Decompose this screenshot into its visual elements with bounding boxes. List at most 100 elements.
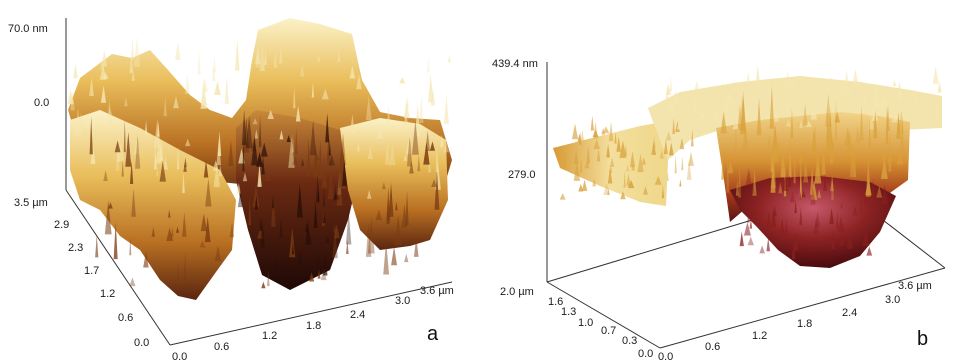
surface-spike	[382, 182, 386, 190]
surface-spike	[669, 75, 673, 92]
surface-spike	[133, 140, 140, 155]
surface-spike	[571, 123, 579, 140]
surface-spike	[686, 159, 692, 180]
surface-spike	[151, 226, 156, 237]
z-axis-mid-label: 0.0	[34, 97, 49, 109]
surface-spike	[593, 139, 600, 149]
surface-spike	[328, 154, 335, 166]
surface-spike	[679, 137, 685, 150]
surface-spike	[692, 94, 697, 111]
surface-spike	[798, 149, 804, 163]
surface-spike	[349, 65, 356, 79]
surface-spike	[205, 178, 212, 207]
surface-spike	[252, 118, 258, 125]
surface-spike	[766, 237, 771, 252]
surface-spike	[317, 269, 321, 279]
surface-spike	[322, 260, 329, 269]
surface-spike	[391, 246, 398, 266]
surface-spike	[204, 216, 211, 243]
surface-spike	[229, 222, 235, 238]
surface-spike	[651, 141, 657, 155]
surface-spike	[756, 98, 762, 136]
surface-spike	[403, 99, 410, 119]
surface-spike	[367, 145, 373, 160]
surface-spike	[434, 171, 440, 210]
surface-spike	[801, 190, 806, 198]
surface-spike	[580, 129, 584, 141]
surface-spike	[256, 152, 263, 167]
surface-spike	[817, 189, 822, 198]
surface-spike	[829, 208, 834, 225]
surface-spike	[810, 186, 816, 205]
y-tick-label: 1.6	[548, 296, 563, 308]
surface-left-block	[70, 110, 236, 300]
surface-spike	[860, 200, 863, 213]
surface-spike	[860, 91, 864, 102]
surface-spike	[785, 219, 788, 233]
surface-spike	[810, 96, 816, 105]
surface-spike	[581, 179, 588, 191]
x-tick-label: 3.6 µm	[898, 280, 932, 292]
surface-spike	[176, 263, 180, 285]
surface-spike	[203, 160, 209, 178]
surface-spike	[89, 116, 93, 155]
surface-spike	[896, 81, 903, 99]
surface-spike	[405, 95, 410, 109]
surface-spike	[273, 49, 277, 68]
surface-spike	[864, 194, 868, 204]
surface-spike	[892, 79, 897, 86]
surface-spike	[880, 156, 888, 179]
surface-spike	[403, 113, 409, 126]
surface-spike	[866, 246, 873, 256]
surface-spike	[563, 153, 566, 168]
surface-spike	[590, 115, 594, 131]
surface-spike	[885, 106, 889, 145]
surface-spike	[559, 193, 566, 200]
surface-spike	[688, 151, 694, 166]
surface-spike	[748, 84, 751, 96]
surface-spike	[747, 236, 754, 246]
surface-spike	[129, 51, 134, 74]
surface-spike	[672, 89, 679, 106]
surface-spike	[237, 190, 243, 208]
surface-spike	[789, 81, 796, 89]
surface-spike	[417, 155, 421, 172]
surface-spike	[747, 215, 750, 223]
x-tick-label: 1.2	[752, 330, 767, 342]
surface-spike	[259, 42, 265, 71]
y-tick-label: 1.7	[84, 265, 99, 277]
z-axis-mid-label: 279.0	[508, 169, 536, 181]
surface-spike	[264, 171, 271, 182]
surface-spike	[224, 76, 229, 104]
surface-pit	[730, 176, 896, 268]
surface-spike	[774, 107, 779, 122]
surface-spike	[767, 135, 771, 147]
surface-spike	[573, 162, 581, 181]
surface-spike	[790, 108, 794, 139]
surface-spike	[321, 154, 328, 189]
surface-spike	[573, 148, 579, 165]
surface-spike	[681, 156, 684, 171]
surface-spike	[291, 242, 295, 255]
surface-spike	[785, 78, 789, 87]
surface-spike	[814, 211, 821, 228]
surface-spike	[143, 251, 149, 268]
surface-texture	[67, 36, 452, 289]
surface-spike	[228, 140, 234, 167]
surface-spike	[292, 156, 299, 165]
surface-spike	[214, 245, 222, 262]
surface-spike	[701, 110, 705, 119]
surface-spike	[663, 139, 668, 155]
surface-spike	[185, 138, 191, 147]
surface-spike	[813, 218, 819, 235]
surface-spike	[868, 118, 871, 148]
surface-spike	[107, 202, 113, 209]
surface-spike	[780, 145, 786, 178]
x-tick-label: 3.0	[395, 295, 410, 307]
surface-spike	[415, 104, 421, 137]
surface-spike	[404, 253, 409, 263]
surface-spike	[793, 145, 796, 184]
surface-spike	[131, 70, 135, 81]
surface-spike	[171, 225, 174, 237]
surface-spike	[803, 158, 809, 183]
